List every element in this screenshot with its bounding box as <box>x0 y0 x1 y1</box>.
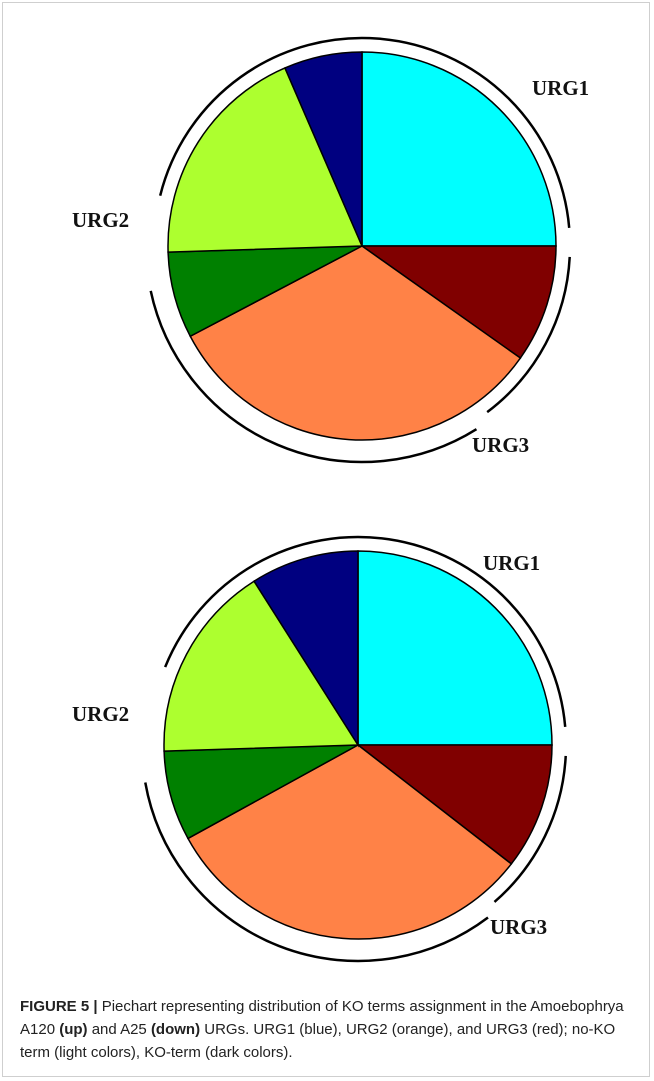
figure-label: FIGURE 5 | <box>20 998 98 1015</box>
caption-text-3: URGs. URG1 (blue), URG2 (orange), and UR… <box>20 1021 616 1061</box>
group-arc-1 <box>163 535 567 727</box>
group-arc-3 <box>149 290 478 464</box>
pie-slice-urg1-no-ko <box>357 550 553 746</box>
pie-slice-urg3-no-ko <box>186 744 513 940</box>
caption-text-2: and A25 <box>87 1021 151 1038</box>
pie-chart-down: URG1 URG2 URG3 <box>72 535 567 963</box>
group-label-urg1: URG1 <box>532 76 589 100</box>
pie-slice-urg2-no-ko <box>167 66 364 253</box>
group-arc-2 <box>493 755 567 903</box>
pie-slice-urg2-no-ko <box>163 580 360 752</box>
group-arc-2 <box>486 256 571 414</box>
group-label-urg3: URG3 <box>490 915 547 939</box>
pie-charts: URG1 URG2 URG3 URG1 URG2 URG3 <box>72 36 589 963</box>
caption-bold-up: (up) <box>59 1021 88 1038</box>
group-label-urg2: URG2 <box>72 702 129 726</box>
group-label-urg2: URG2 <box>72 208 129 232</box>
group-label-urg1: URG1 <box>483 551 540 575</box>
pie-chart-up: URG1 URG2 URG3 <box>72 36 589 464</box>
pie-slice-urg1-no-ko <box>361 51 557 247</box>
pie-slice-urg3-ko <box>355 744 553 865</box>
group-arc-3 <box>144 782 489 963</box>
pie-slice-urg1-ko <box>283 51 363 247</box>
pie-slice-urg3-no-ko <box>189 245 522 441</box>
pie-slice-urg1-ko <box>253 550 359 748</box>
pie-slice-urg3-ko <box>359 245 557 360</box>
group-label-urg3: URG3 <box>472 433 529 457</box>
caption-bold-down: (down) <box>150 1021 201 1038</box>
group-arc-1 <box>158 36 571 228</box>
figure-caption: FIGURE 5 | Piechart representing distrib… <box>20 995 634 1064</box>
caption-text-1: Piechart representing distribution of KO… <box>20 998 624 1038</box>
